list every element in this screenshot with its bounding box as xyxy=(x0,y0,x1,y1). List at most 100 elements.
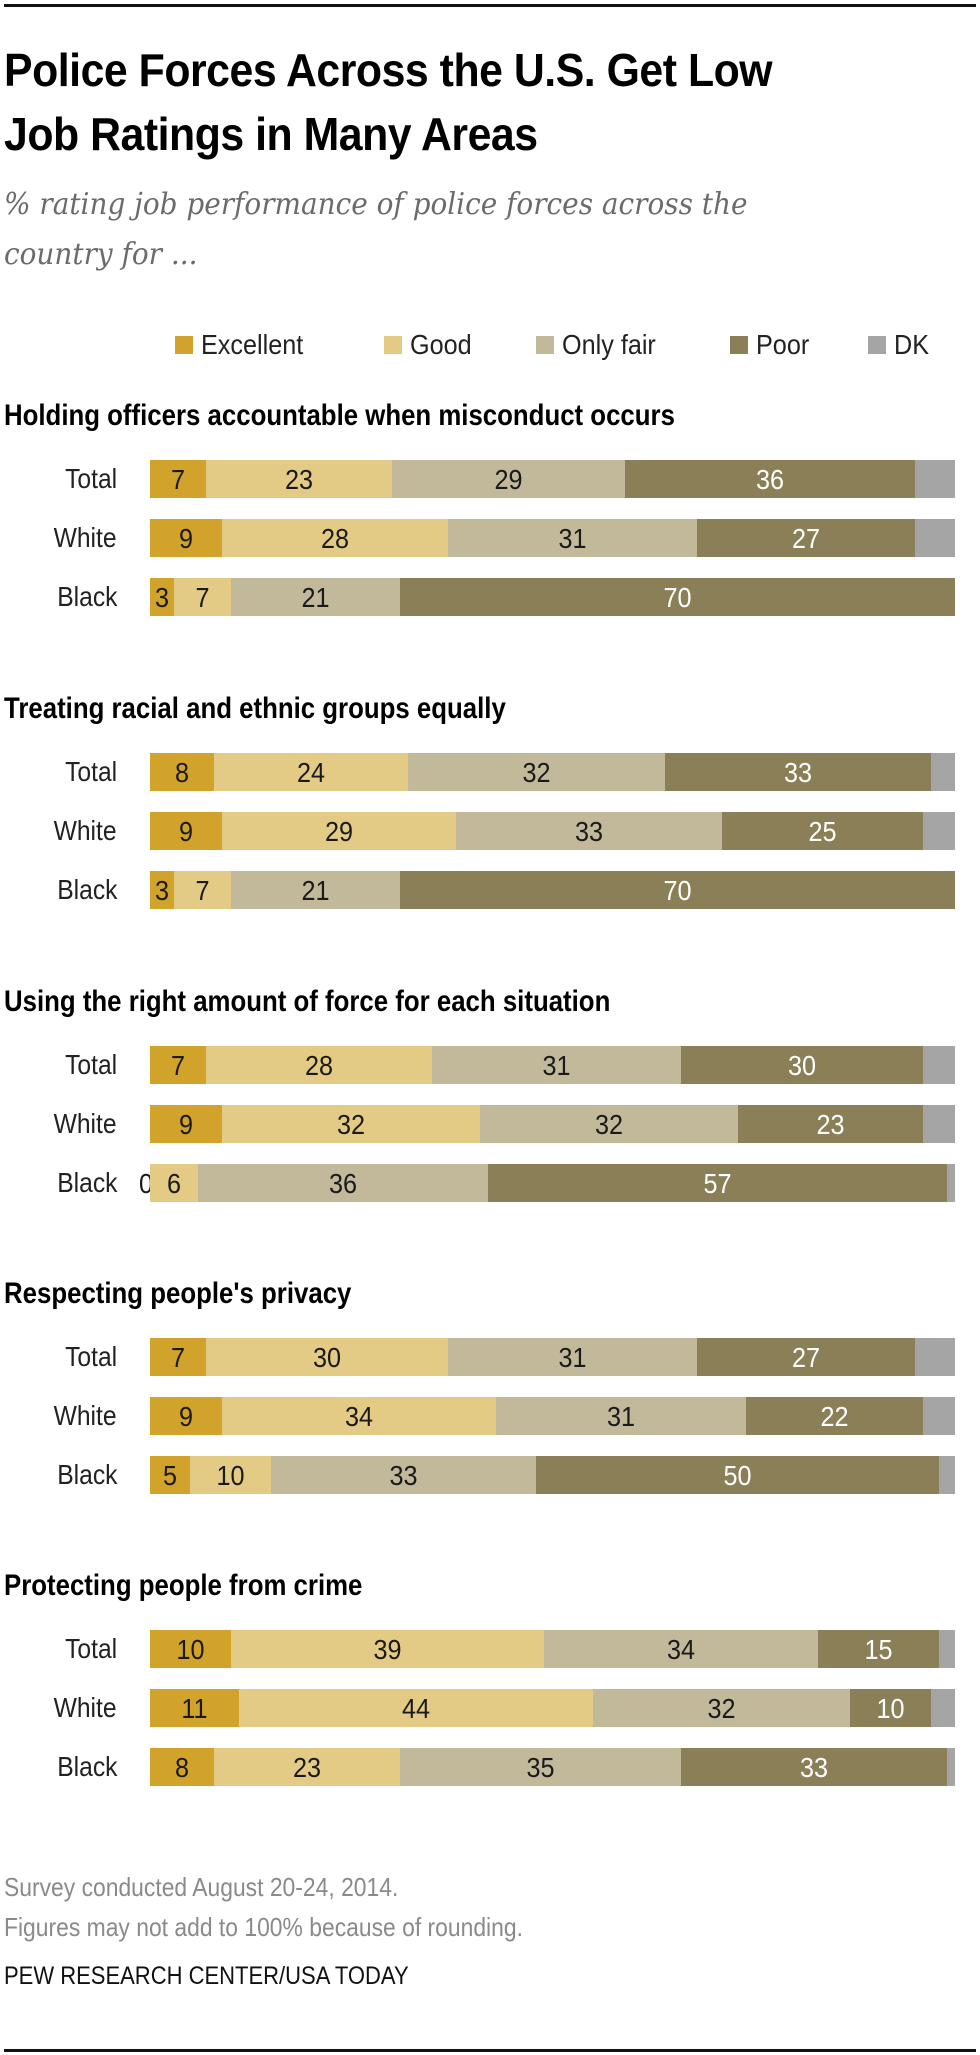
data-label-excellent: 11 xyxy=(181,1693,208,1724)
bar-segment-poor xyxy=(625,460,915,498)
row-label-total: Total xyxy=(0,753,117,791)
bar-segment-only-fair xyxy=(408,753,665,791)
data-label-good: 7 xyxy=(195,582,210,613)
panel-title: Respecting people's privacy xyxy=(4,1277,352,1310)
data-label-excellent: 8 xyxy=(174,1752,190,1783)
bar-segment-poor xyxy=(722,812,923,850)
data-label-poor: 10 xyxy=(876,1693,905,1724)
row-label-text: Black xyxy=(56,581,117,612)
bar-segment-poor xyxy=(738,1105,923,1143)
bar-segment-excellent xyxy=(150,1748,214,1786)
data-label-good: 24 xyxy=(296,757,326,788)
bar-segment-poor xyxy=(681,1046,923,1084)
data-label-only-fair: 32 xyxy=(594,1109,624,1140)
data-label-excellent: 8 xyxy=(174,757,190,788)
bar-segment-good xyxy=(206,460,392,498)
data-label-good: 32 xyxy=(336,1109,366,1140)
data-label-only-fair: 33 xyxy=(574,816,604,847)
data-label-excellent: 9 xyxy=(178,1109,194,1140)
data-label-only-fair: 31 xyxy=(542,1050,571,1081)
data-label-only-fair: 35 xyxy=(526,1752,555,1783)
bar-segment-dk xyxy=(939,1456,955,1494)
chart-subtitle-line-1: % rating job performance of police force… xyxy=(4,187,748,222)
chart-subtitle: % rating job performance of police force… xyxy=(4,180,897,280)
bar-segment-dk xyxy=(923,1397,955,1435)
data-label-poor: 23 xyxy=(816,1109,845,1140)
row-label-text: White xyxy=(54,1400,117,1431)
row-label-text: Total xyxy=(64,1341,117,1372)
bar-segment-poor xyxy=(681,1748,947,1786)
legend-item-excellent: Excellent xyxy=(175,322,315,368)
data-label-good: 28 xyxy=(304,1050,334,1081)
row-label-text: Black xyxy=(56,874,117,905)
bar-segment-good xyxy=(214,1748,400,1786)
bar-segment-poor xyxy=(746,1397,923,1435)
bar-segment-poor xyxy=(400,871,955,909)
data-label-poor: 15 xyxy=(864,1634,893,1665)
bar-segment-dk xyxy=(915,460,955,498)
data-label-excellent: 9 xyxy=(178,1401,194,1432)
legend-label-only-fair: Only fair xyxy=(562,329,656,360)
data-label-only-fair: 21 xyxy=(301,875,330,906)
bar-segment-excellent xyxy=(150,1046,206,1084)
bar-segment-good xyxy=(222,812,456,850)
bar-segment-good xyxy=(206,1046,432,1084)
data-label-poor: 50 xyxy=(723,1460,752,1491)
legend-item-only-fair: Only fair xyxy=(536,322,666,368)
data-label-poor: 22 xyxy=(820,1401,849,1432)
bar-segment-excellent xyxy=(150,753,214,791)
row-label-black: Black xyxy=(0,1748,117,1786)
bar-segment-only-fair xyxy=(432,1046,681,1084)
data-label-only-fair: 36 xyxy=(328,1168,358,1199)
bar-segment-poor xyxy=(488,1164,947,1202)
data-label-excellent: 3 xyxy=(154,875,170,906)
panel-title: Protecting people from crime xyxy=(4,1569,363,1602)
bar-segment-good xyxy=(190,1456,271,1494)
bar-segment-excellent xyxy=(150,871,174,909)
data-label-only-fair: 21 xyxy=(301,582,330,613)
bar-segment-only-fair xyxy=(400,1748,681,1786)
legend-swatch-poor xyxy=(730,336,748,354)
data-label-good: 29 xyxy=(324,816,354,847)
row-label-text: White xyxy=(54,522,117,553)
data-label-excellent: 0 xyxy=(138,1168,154,1199)
panel-title: Treating racial and ethnic groups equall… xyxy=(4,692,506,725)
data-label-poor: 36 xyxy=(755,464,785,495)
bar-segment-excellent xyxy=(150,1105,222,1143)
bar-segment-only-fair xyxy=(271,1456,536,1494)
row-label-white: White xyxy=(0,1105,117,1143)
bar-segment-good xyxy=(174,871,231,909)
data-label-excellent: 9 xyxy=(178,816,194,847)
bar-segment-poor xyxy=(697,1338,915,1376)
panel-title: Using the right amount of force for each… xyxy=(4,985,611,1018)
row-label-text: Black xyxy=(56,1751,117,1782)
bar-segment-dk xyxy=(915,1338,955,1376)
row-label-total: Total xyxy=(0,1338,117,1376)
data-label-poor: 27 xyxy=(791,523,821,554)
bar-segment-excellent xyxy=(150,1397,222,1435)
row-label-text: Total xyxy=(64,756,117,787)
bar-segment-excellent xyxy=(150,519,222,557)
bar-segment-poor xyxy=(400,578,955,616)
data-label-excellent: 7 xyxy=(170,1342,186,1373)
row-label-text: Black xyxy=(56,1167,117,1198)
row-label-text: Total xyxy=(64,1049,117,1080)
data-label-poor: 25 xyxy=(808,816,837,847)
row-label-text: White xyxy=(54,815,117,846)
bar-segment-dk xyxy=(931,1689,955,1727)
data-label-excellent: 3 xyxy=(154,582,170,613)
bar-segment-good xyxy=(239,1689,593,1727)
row-label-black: Black xyxy=(0,871,117,909)
data-label-only-fair: 29 xyxy=(494,464,523,495)
bar-segment-only-fair xyxy=(544,1630,818,1668)
bar-segment-only-fair xyxy=(392,460,625,498)
data-label-only-fair: 31 xyxy=(606,1401,636,1432)
data-label-good: 6 xyxy=(166,1168,182,1199)
data-label-poor: 70 xyxy=(663,582,692,613)
row-label-total: Total xyxy=(0,1046,117,1084)
data-label-good: 23 xyxy=(292,1752,322,1783)
legend-item-dk: DK xyxy=(868,322,933,368)
bar-segment-good xyxy=(206,1338,448,1376)
row-label-black: Black xyxy=(0,1164,117,1202)
bar-segment-only-fair xyxy=(231,578,400,616)
